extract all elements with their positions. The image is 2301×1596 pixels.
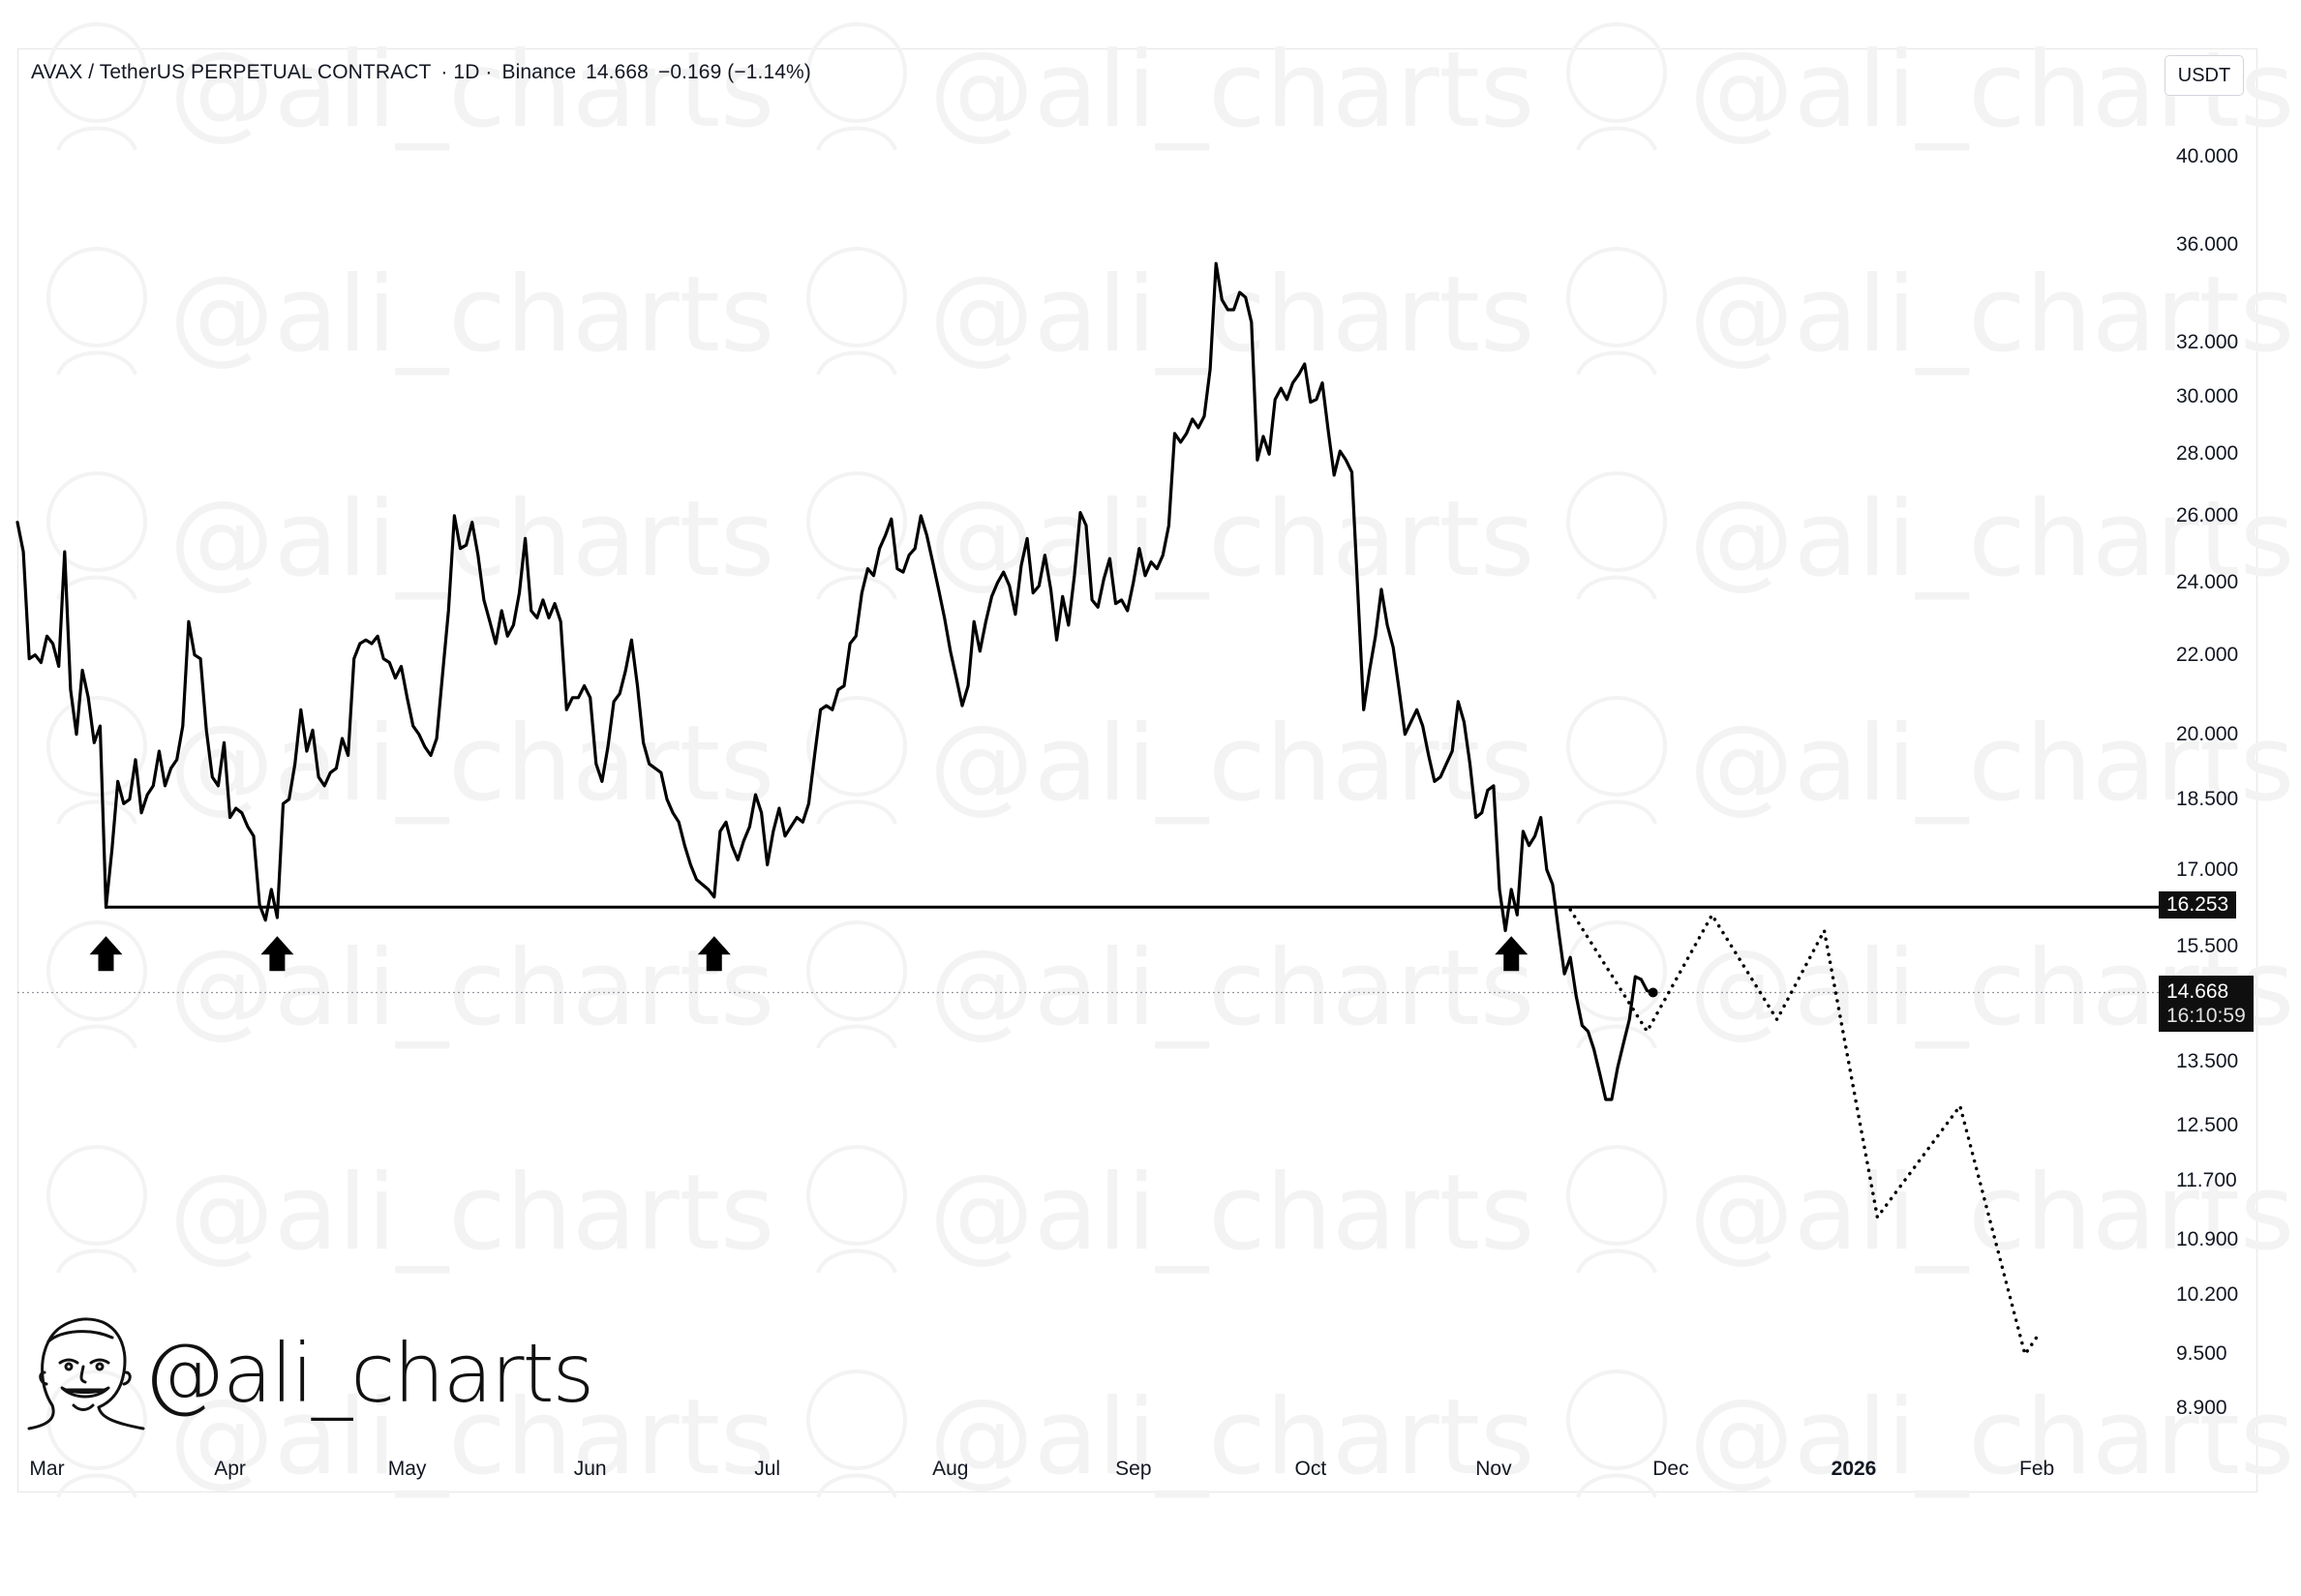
- price-tick-label: 28.000: [2176, 442, 2239, 466]
- watermark-mark: @ali_charts: [46, 471, 774, 600]
- price-change: −0.169 (−1.14%): [657, 61, 811, 83]
- watermark-text: @ali_charts: [1689, 479, 2294, 600]
- projection-line: [1568, 908, 2039, 1357]
- currency-button[interactable]: USDT: [2165, 55, 2244, 96]
- current-price-tag: 14.668 16:10:59: [2159, 975, 2254, 1032]
- watermark-text: @ali_charts: [1689, 704, 2294, 825]
- watermark-text: @ali_charts: [1689, 255, 2294, 376]
- time-tick-label: May: [387, 1458, 427, 1480]
- last-price: 14.668: [586, 61, 649, 83]
- watermark-mark: @ali_charts: [1566, 471, 2294, 600]
- watermark-text: @ali_charts: [929, 255, 1534, 376]
- watermark-mark: @ali_charts: [46, 1370, 774, 1498]
- watermark-text: @ali_charts: [929, 1153, 1534, 1274]
- watermark-text: @ali_charts: [169, 30, 774, 151]
- watermark-mark: @ali_charts: [806, 696, 1534, 825]
- watermark-mark: @ali_charts: [806, 22, 1534, 151]
- up-arrow-icon: [697, 936, 731, 972]
- current-price-value: 14.668: [2166, 979, 2229, 1003]
- watermark-mark: @ali_charts: [806, 247, 1534, 376]
- watermark-mark: @ali_charts: [46, 247, 774, 376]
- price-tick-label: 8.900: [2176, 1397, 2227, 1420]
- watermark-text: @ali_charts: [929, 1377, 1534, 1498]
- time-tick-label: Feb: [2019, 1458, 2055, 1480]
- symbol-name: AVAX / TetherUS PERPETUAL CONTRACT: [31, 61, 432, 83]
- watermark-mark: @ali_charts: [1566, 1370, 2294, 1498]
- price-line: [15, 261, 1655, 1101]
- price-tick-label: 11.700: [2176, 1169, 2237, 1192]
- time-tick-label: Oct: [1294, 1458, 1327, 1480]
- price-tick-label: 10.900: [2176, 1227, 2239, 1250]
- watermark-text: @ali_charts: [169, 1377, 774, 1498]
- watermark-text: @ali_charts: [1689, 1377, 2294, 1498]
- price-tick-label: 9.500: [2176, 1342, 2227, 1366]
- time-tick-label: Nov: [1475, 1458, 1512, 1480]
- price-tick-label: 17.000: [2176, 858, 2239, 881]
- exchange-name: Binance: [501, 61, 577, 83]
- watermark-text: @ali_charts: [169, 255, 774, 376]
- watermark-text: @ali_charts: [169, 704, 774, 825]
- watermark-mark: @ali_charts: [806, 920, 1534, 1049]
- time-tick-label: Sep: [1115, 1458, 1152, 1480]
- watermark-mark: @ali_charts: [1566, 247, 2294, 376]
- time-tick-label: Jun: [573, 1458, 607, 1480]
- up-arrow-icon: [89, 936, 123, 972]
- price-tick-label: 13.500: [2176, 1049, 2239, 1072]
- price-tick-label: 36.000: [2176, 232, 2239, 256]
- watermark-mark: @ali_charts: [806, 1145, 1534, 1274]
- series-layer: [15, 261, 2159, 1357]
- watermark-text: @ali_charts: [169, 1153, 774, 1274]
- time-tick-label: Dec: [1652, 1458, 1689, 1480]
- price-tick-label: 12.500: [2176, 1114, 2239, 1137]
- price-tick-label: 32.000: [2176, 331, 2239, 354]
- brand-avatar-icon: [27, 1317, 145, 1430]
- symbol-header: AVAX / TetherUS PERPETUAL CONTRACT · 1D ·…: [31, 61, 821, 84]
- watermark-mark: @ali_charts: [806, 1370, 1534, 1498]
- time-tick-label: Mar: [29, 1458, 65, 1480]
- time-tick-label: 2026: [1831, 1458, 1877, 1480]
- current-price-dot: [1648, 987, 1658, 998]
- interval-label: · 1D ·: [440, 61, 493, 83]
- brand-handle: @ali_charts: [143, 1326, 594, 1421]
- price-tick-label: 20.000: [2176, 722, 2239, 745]
- price-tick-label: 40.000: [2176, 145, 2239, 168]
- support-level-tag: 16.253: [2159, 891, 2237, 919]
- price-tick-label: 24.000: [2176, 570, 2239, 593]
- watermark-mark: @ali_charts: [1566, 696, 2294, 825]
- up-arrow-icon: [260, 936, 294, 972]
- time-tick-label: Apr: [214, 1458, 246, 1480]
- price-tick-label: 30.000: [2176, 384, 2239, 407]
- watermark-text: @ali_charts: [169, 479, 774, 600]
- watermark-mark: @ali_charts: [46, 920, 774, 1049]
- watermark-mark: @ali_charts: [46, 22, 774, 151]
- arrow-layer: [89, 936, 1529, 972]
- watermark-text: @ali_charts: [929, 928, 1534, 1049]
- watermark-mark: @ali_charts: [1566, 1145, 2294, 1274]
- time-tick-label: Jul: [754, 1458, 781, 1480]
- watermark-mark: @ali_charts: [46, 1145, 774, 1274]
- price-tick-label: 18.500: [2176, 787, 2239, 810]
- chart-frame[interactable]: [17, 48, 2257, 1492]
- watermark-text: @ali_charts: [929, 30, 1534, 151]
- watermark-layer: @ali_charts @ali_charts @ali_charts@ali_ch…: [46, 22, 2294, 1498]
- support-level-value: 16.253: [2166, 893, 2229, 917]
- price-tick-label: 15.500: [2176, 935, 2239, 958]
- time-tick-label: Aug: [932, 1458, 969, 1480]
- watermark-text: @ali_charts: [169, 928, 774, 1049]
- price-tick-label: 10.200: [2176, 1283, 2239, 1307]
- price-tick-label: 26.000: [2176, 503, 2239, 527]
- watermark-text: @ali_charts: [929, 704, 1534, 825]
- bar-countdown: 16:10:59: [2166, 1004, 2246, 1027]
- price-tick-label: 22.000: [2176, 643, 2239, 666]
- watermark-text: @ali_charts: [1689, 1153, 2294, 1274]
- up-arrow-icon: [1495, 936, 1529, 972]
- watermark-mark: @ali_charts: [46, 696, 774, 825]
